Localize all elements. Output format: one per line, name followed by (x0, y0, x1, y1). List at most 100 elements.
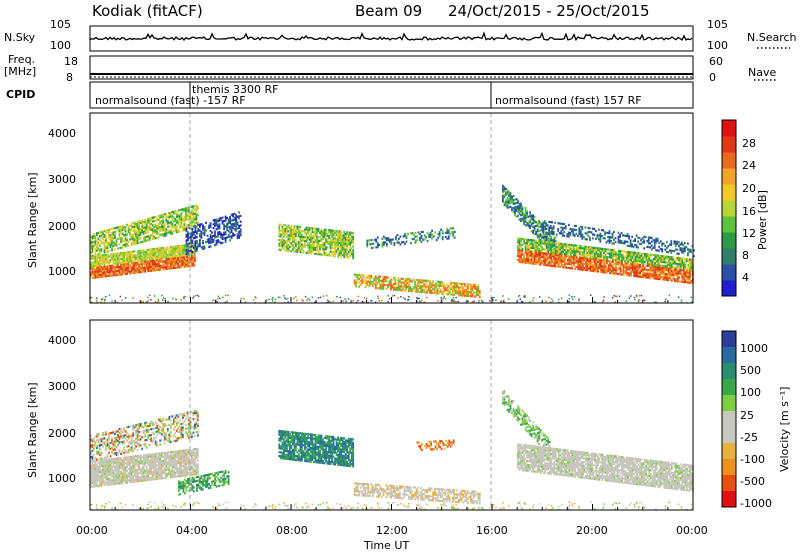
power-cell (682, 251, 685, 254)
power-cell (637, 254, 640, 257)
power-cell (579, 231, 582, 234)
power-cell (506, 189, 509, 192)
power-cell (174, 264, 177, 267)
power-cell (639, 254, 641, 257)
power-cell (229, 221, 231, 225)
power-cell (447, 229, 450, 232)
power-cell (563, 245, 566, 248)
power-cell (347, 298, 350, 300)
power-cell (536, 234, 539, 237)
power-cell (108, 263, 110, 266)
power-cell (665, 246, 668, 250)
power-cell (144, 238, 147, 241)
power-cell (551, 253, 554, 256)
power-cell (126, 262, 128, 266)
power-cell (650, 236, 653, 239)
power-cell (168, 257, 171, 260)
power-cell (314, 231, 317, 234)
power-cell (621, 273, 623, 276)
power-cell (177, 223, 180, 226)
power-cell (120, 273, 122, 276)
power-cell (514, 198, 516, 201)
power-cell (346, 246, 349, 249)
power-cell (124, 261, 127, 264)
power-cell (93, 265, 95, 268)
power-cell (135, 265, 137, 268)
power-cell (301, 229, 303, 233)
power-cell (622, 263, 625, 267)
power-cell (562, 252, 565, 255)
power-cell (559, 246, 562, 249)
power-cell (520, 217, 522, 221)
power-cell (328, 235, 330, 238)
power-cell (642, 270, 644, 273)
power-cell (174, 249, 177, 252)
power-cell (563, 252, 566, 255)
power-cell (287, 247, 290, 250)
velocity-cell (99, 484, 101, 487)
power-cell (183, 217, 186, 220)
power-cell (638, 299, 640, 301)
power-cell (147, 270, 150, 273)
power-cell (121, 271, 124, 274)
power-cell (109, 266, 112, 270)
power-cell (129, 238, 131, 241)
power-cell (664, 265, 667, 268)
power-cell (93, 233, 95, 236)
power-cell (687, 248, 689, 251)
power-cell (190, 239, 192, 243)
power-cell (550, 260, 553, 263)
power-cell (343, 236, 346, 239)
power-cell (103, 247, 106, 250)
power-cell (562, 264, 565, 267)
power-cell (187, 237, 189, 240)
power-cell (151, 216, 154, 219)
power-cell (299, 235, 302, 238)
power-cell (511, 207, 513, 210)
power-cell (180, 299, 182, 301)
power-cell (100, 242, 103, 245)
power-cell (676, 280, 679, 283)
power-cell (669, 256, 672, 259)
power-cell (343, 238, 346, 241)
power-cell (529, 262, 531, 265)
power-cell (97, 276, 100, 279)
power-cell (271, 298, 273, 300)
power-cell (583, 268, 586, 271)
power-cell (559, 258, 562, 261)
power-cell (171, 253, 174, 256)
power-cell (680, 249, 683, 252)
power-cell (439, 290, 442, 293)
power-cell (432, 235, 435, 238)
power-cell (418, 279, 421, 282)
power-cell (100, 262, 103, 265)
power-cell (187, 250, 189, 253)
power-cell (427, 287, 430, 290)
power-cell (157, 300, 160, 303)
power-cell (670, 262, 673, 265)
power-cell (346, 244, 349, 247)
power-cell (138, 255, 140, 258)
power-cell (417, 290, 419, 293)
power-cell (227, 230, 230, 233)
power-cell (103, 299, 106, 302)
power-cell (667, 259, 670, 262)
power-cell (183, 223, 186, 226)
power-cell (123, 240, 125, 243)
power-cell (298, 241, 300, 244)
power-cell (615, 266, 617, 269)
power-cell (521, 249, 524, 252)
power-cell (236, 221, 239, 224)
power-cell (603, 257, 605, 260)
power-cell (109, 245, 112, 248)
power-cell (595, 262, 598, 265)
power-cell (524, 251, 527, 255)
power-cell (397, 279, 400, 282)
power-cell (94, 276, 97, 279)
power-cell (508, 190, 510, 193)
power-cell (183, 244, 186, 247)
power-cell (308, 250, 311, 253)
power-cell (141, 227, 144, 230)
power-cell (229, 231, 231, 234)
power-cell (100, 266, 103, 269)
